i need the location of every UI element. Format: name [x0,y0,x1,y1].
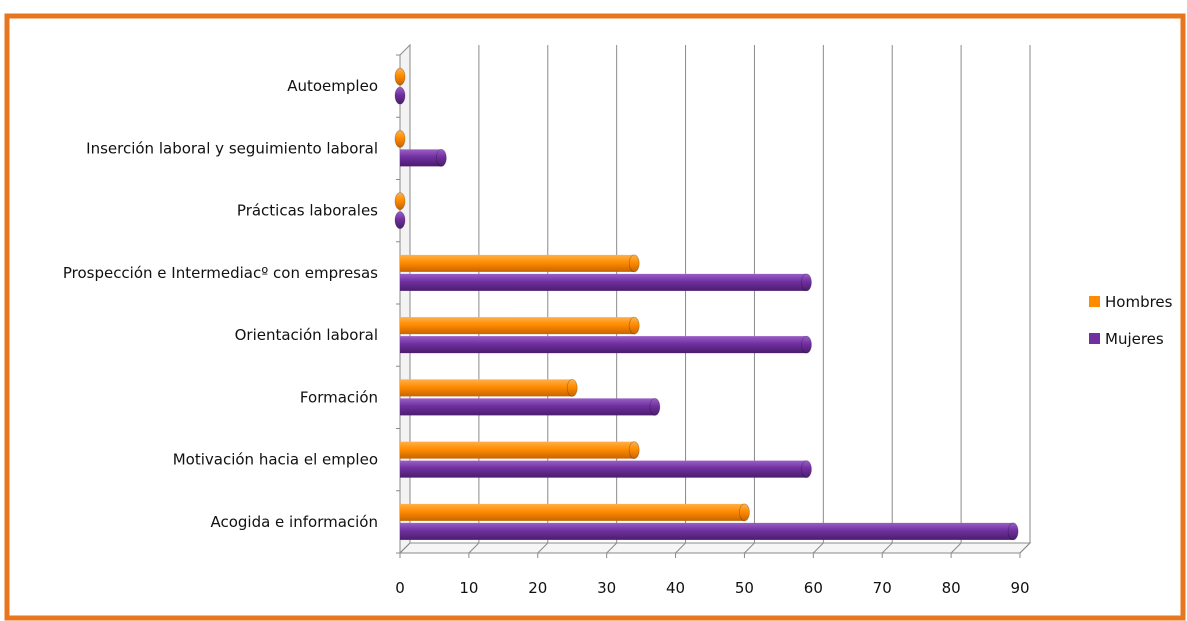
category-label: Motivación hacia el empleo [173,451,378,469]
floor-gridline [812,542,824,554]
bar-body [400,273,807,291]
bar-cap [394,129,406,148]
bar-hombres [394,67,406,86]
bar-body [400,441,635,459]
category-label: Formación [300,388,378,406]
chart-border [4,13,1186,621]
bar-cap [435,148,447,167]
x-tick-label: 70 [873,579,892,597]
x-tick-label: 50 [735,579,754,597]
x-tick-label: 10 [459,579,478,597]
floor [398,542,1032,554]
floor-gridline [399,542,411,554]
bar-mujeres [400,148,447,167]
x-tick-label: 30 [597,579,616,597]
bar-hombres [400,503,750,522]
bar-body [400,503,745,521]
bar-cap [628,316,640,335]
bar-cap [649,397,661,416]
bar-mujeres [400,522,1019,541]
x-tick-label: 20 [528,579,547,597]
bar-hombres [400,378,578,397]
bar-cap [801,273,812,292]
bar-cap [628,441,640,460]
bar-mujeres [400,397,661,416]
bar-cap [628,254,640,273]
legend-swatch-mujeres [1089,333,1100,344]
bar-body [400,336,807,354]
x-tick-labels: 0 10 20 30 40 50 60 70 80 90 [395,579,1029,597]
category-label: Orientación laboral [235,326,378,344]
category-label: Autoempleo [287,77,378,95]
bar-body [400,379,573,397]
bar-cap [394,86,406,105]
bar-cap [394,211,406,230]
floor-gridline [468,542,480,554]
bars-layer [394,67,1019,541]
bar-cap [1007,522,1019,541]
bar-mujeres [400,460,812,479]
x-tick-label: 40 [666,579,685,597]
floor-gridline [744,542,755,554]
x-tick-label: 0 [395,579,405,597]
category-label: Acogida e información [210,513,378,531]
floor-gridline [950,542,962,554]
bar-body [400,460,807,478]
legend-swatch-hombres [1089,296,1100,307]
bar-body [400,398,655,416]
category-label: Prácticas laborales [237,202,378,220]
bar-hombres [400,254,640,273]
legend-label-hombres: Hombres [1105,293,1173,311]
x-tick-label: 90 [1010,579,1029,597]
bar-hombres [394,192,406,211]
x-tick-label: 60 [804,579,823,597]
bar-body [400,149,442,167]
x-tick-label: 80 [942,579,961,597]
bar-hombres [400,316,640,335]
floor-gridline [675,542,686,554]
bar-mujeres [394,211,406,230]
bar-body [400,317,635,335]
bar-cap [394,192,406,211]
legend-label-mujeres: Mujeres [1105,330,1164,348]
bar-body [400,254,635,272]
floor-gridline [1019,542,1031,554]
bar-mujeres [400,335,812,354]
category-label: Prospección e Intermediacº con empresas [63,264,378,282]
floor-gridline [537,542,549,554]
legend: Hombres Mujeres [1089,293,1173,348]
bar-body [400,522,1014,540]
bar-cap [801,335,812,354]
bar-cap [801,460,812,479]
bar-hombres [400,441,640,460]
bar-mujeres [394,86,406,105]
category-labels: Acogida e información Motivación hacia el… [63,77,378,531]
bar-hombres [394,129,406,148]
bar-cap [566,378,578,397]
floor-gridline [881,542,893,554]
bar-cap [739,503,750,522]
bar-cap [394,67,406,86]
plot-area [396,43,1032,558]
bar-mujeres [400,273,812,292]
category-label: Inserción laboral y seguimiento laboral [86,139,378,157]
floor-gridline [606,542,618,554]
